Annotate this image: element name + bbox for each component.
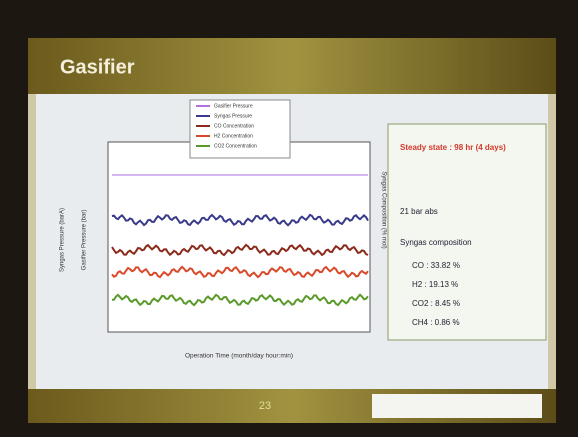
legend-label: CO Concentration xyxy=(214,123,254,129)
composition-item: CO2 : 8.45 % xyxy=(412,299,460,308)
y2-axis-label: Syngas Composition (% mol) xyxy=(380,171,386,248)
y-axis-label: Gasifier Pressure (bar) xyxy=(82,210,88,271)
legend-label: H2 Concentration xyxy=(214,133,253,139)
legend-label: CO2 Concentration xyxy=(214,143,257,149)
page-number: 23 xyxy=(259,400,271,412)
composition-item: CO : 33.82 % xyxy=(412,261,460,270)
logo xyxy=(372,394,542,418)
photo: Gasifier 23 Syngas Pressure (barA) Gasif… xyxy=(0,0,578,437)
legend-label: Syngas Pressure xyxy=(214,113,252,119)
slide-title: Gasifier xyxy=(60,56,135,78)
x-axis-label: Operation Time (month/day hour:min) xyxy=(185,353,293,360)
composition-item: CH4 : 0.86 % xyxy=(412,318,460,327)
composition-title: Syngas composition xyxy=(400,238,472,247)
steady-state: Steady state : 98 hr (4 days) xyxy=(400,143,506,152)
legend-label: Gasifier Pressure xyxy=(214,103,253,109)
pressure: 21 bar abs xyxy=(400,207,438,216)
composition-item: H2 : 19.13 % xyxy=(412,280,458,289)
y-axis-label: Syngas Pressure (barA) xyxy=(60,208,66,272)
